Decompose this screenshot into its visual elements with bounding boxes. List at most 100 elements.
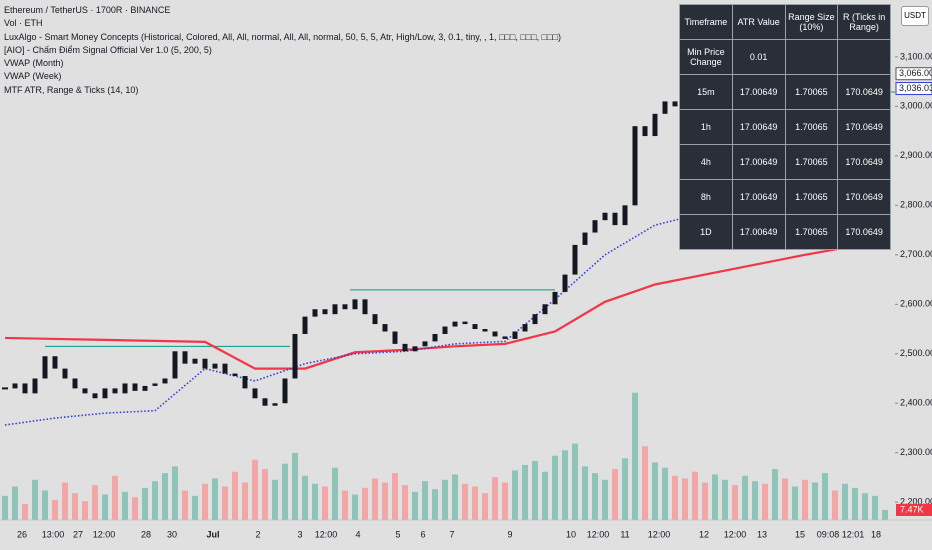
table-row: 15m 17.00649 1.70065 170.0649 [679,74,891,110]
volume-bar [422,481,428,520]
candle [312,309,318,317]
volume-bar [702,482,708,520]
table-cell: 17.00649 [731,179,786,215]
candle [122,383,128,394]
candle [552,291,558,305]
candle [612,212,618,226]
volume-bar [142,487,148,520]
table-cell [837,39,891,75]
volume-bar [392,473,398,520]
candle [352,299,358,310]
candle [52,356,58,369]
x-tick-label: 13 [757,529,767,539]
volume-bar [362,487,368,520]
candle [362,299,368,315]
legend-line: [AIO] - Chấm Điểm Signal Official Ver 1.… [4,44,212,55]
volume-bar [732,485,738,520]
volume-bar [692,471,698,520]
x-tick-label: 7 [449,529,454,539]
header-cell: ATR Value [731,4,786,40]
header-cell: Range Size (10%) [784,4,839,40]
candle [462,321,468,325]
volume-bar [442,479,448,520]
x-tick-label: 11 [620,529,629,539]
volume-bar [72,493,78,520]
volume-bar [92,485,98,520]
legend-line: MTF ATR, Range & Ticks (14, 10) [4,84,139,95]
volume-bar [612,469,618,520]
candle [272,403,278,406]
table-row: 4h 17.00649 1.70065 170.0649 [679,144,891,180]
table-cell: 170.0649 [837,214,891,250]
volume-bar [542,471,548,520]
x-tick-label: 12:00 [648,529,671,539]
volume-bar [22,503,28,520]
volume-bar [162,473,168,520]
volume-bar [402,485,408,520]
volume-bar [642,446,648,520]
table-cell: 1.70065 [784,74,839,110]
volume-bar [382,482,388,520]
volume-bar [242,482,248,520]
candle [82,388,88,394]
currency-button[interactable]: USDT [901,6,929,26]
candle [252,388,258,399]
volume-bar [332,467,338,520]
price-label: 3,066.00 [899,68,932,78]
volume-bar [522,465,528,520]
candle [102,388,108,399]
candle [652,113,658,137]
volume-bar [652,462,658,520]
candle [632,126,638,206]
candle [282,378,288,404]
volume-bar [182,490,188,520]
volume-bar [312,483,318,520]
table-cell: 1D [679,214,733,250]
x-tick-label: 12:00 [93,529,116,539]
candle [582,232,588,245]
table-cell: 15m [679,74,733,110]
candle [202,358,208,369]
volume-bar [722,479,728,520]
candle [92,393,98,399]
candle [322,309,328,315]
table-cell: 1.70065 [784,179,839,215]
candle [522,324,528,332]
volume-bar [432,489,438,520]
volume-bar [152,481,158,520]
table-cell: 170.0649 [837,179,891,215]
volume-bar [32,479,38,520]
table-cell: 1h [679,109,733,145]
volume-bar [502,482,508,520]
table-cell: 17.00649 [731,74,786,110]
candle [152,383,158,386]
y-tick-label: 2,300.00 [900,447,932,457]
volume-bar [202,483,208,520]
candle [32,378,38,394]
x-tick-label: 26 [17,529,27,539]
candle [532,314,538,325]
volume-bar [372,478,378,520]
x-tick-label: 3 [297,529,302,539]
table-cell: 170.0649 [837,109,891,145]
volume-bar [842,483,848,520]
volume-bar [42,490,48,520]
candle [112,388,118,394]
x-tick-label: 27 [73,529,83,539]
candle [452,321,458,327]
candle [172,351,178,379]
y-tick-label: 2,800.00 [900,200,932,210]
volume-bar [572,443,578,520]
candle [342,304,348,310]
candle [622,205,628,226]
volume-bar [582,466,588,520]
volume-bar [302,475,308,520]
candle [432,333,438,342]
volume-bar [662,467,668,520]
legend-line: Ethereum / TetherUS · 1700R · BINANCE [4,5,171,15]
x-tick-label: 09:08 [817,529,840,539]
candle [62,368,68,379]
volume-bar [592,473,598,520]
volume-bar [882,509,888,520]
